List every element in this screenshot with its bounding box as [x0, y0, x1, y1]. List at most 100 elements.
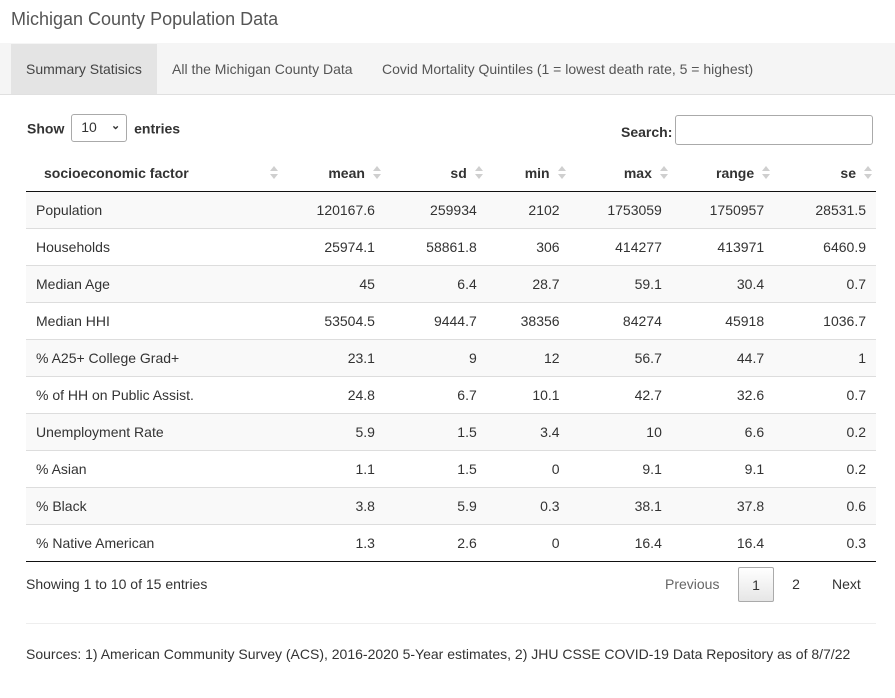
tab-covid-mortality-quintiles[interactable]: Covid Mortality Quintiles (1 = lowest de… [382, 61, 754, 77]
tab-bar: Summary Statisics All the Michigan Count… [0, 43, 895, 95]
value-cell: 16.4 [671, 524, 775, 562]
value-cell: 59.1 [569, 265, 672, 303]
sort-icon [270, 166, 279, 180]
row-label-cell: Households [26, 228, 283, 266]
column-header-mean[interactable]: mean [282, 154, 385, 192]
value-cell: 38356 [486, 302, 570, 340]
column-header-range[interactable]: range [671, 154, 775, 192]
value-cell: 259934 [384, 191, 487, 229]
value-cell: 120167.6 [282, 191, 385, 229]
value-cell: 1753059 [569, 191, 672, 229]
value-cell: 5.9 [384, 487, 487, 525]
column-header-label: se [840, 164, 856, 181]
value-cell: 10.1 [486, 376, 570, 414]
row-label-cell: % Asian [26, 450, 283, 488]
value-cell: 9444.7 [384, 302, 487, 340]
table-header-row: socioeconomic factor mean sd min max ran… [26, 154, 876, 192]
value-cell: 23.1 [282, 339, 385, 377]
column-header-sd[interactable]: sd [384, 154, 487, 192]
next-button[interactable]: Next [832, 576, 861, 592]
column-header-max[interactable]: max [569, 154, 672, 192]
value-cell: 6460.9 [774, 228, 876, 266]
table-row: Median Age 45 6.4 28.7 59.1 30.4 0.7 [26, 265, 876, 303]
value-cell: 10 [569, 413, 672, 451]
value-cell: 0 [486, 524, 570, 562]
sort-icon [762, 166, 771, 180]
page-2-button[interactable]: 2 [792, 576, 800, 592]
value-cell: 9 [384, 339, 487, 377]
value-cell: 2102 [486, 191, 570, 229]
table-row: % Native American 1.3 2.6 0 16.4 16.4 0.3 [26, 524, 876, 562]
column-header-min[interactable]: min [486, 154, 570, 192]
value-cell: 12 [486, 339, 570, 377]
value-cell: 37.8 [671, 487, 775, 525]
row-label-cell: Unemployment Rate [26, 413, 283, 451]
column-header-label: range [716, 164, 755, 181]
value-cell: 45918 [671, 302, 775, 340]
entries-label: entries [134, 120, 181, 137]
value-cell: 9.1 [569, 450, 672, 488]
column-header-label: mean [328, 164, 365, 181]
tab-summary-statistics[interactable]: Summary Statisics [11, 44, 157, 94]
value-cell: 6.7 [384, 376, 487, 414]
value-cell: 9.1 [671, 450, 775, 488]
value-cell: 84274 [569, 302, 672, 340]
page-title: Michigan County Population Data [11, 9, 279, 29]
value-cell: 1.1 [282, 450, 385, 488]
value-cell: 1.3 [282, 524, 385, 562]
summary-table: socioeconomic factor mean sd min max ran… [26, 154, 876, 562]
value-cell: 58861.8 [384, 228, 487, 266]
table-row: Median HHI 53504.5 9444.7 38356 84274 45918 10… [26, 302, 876, 340]
value-cell: 56.7 [569, 339, 672, 377]
value-cell: 45 [282, 265, 385, 303]
value-cell: 0.3 [486, 487, 570, 525]
row-label-cell: % A25+ College Grad+ [26, 339, 283, 377]
value-cell: 1.5 [384, 450, 487, 488]
entries-select[interactable]: 10 ⌄ [71, 114, 128, 142]
sort-icon [864, 166, 872, 180]
value-cell: 28.7 [486, 265, 570, 303]
value-cell: 42.7 [569, 376, 672, 414]
row-label-cell: Population [26, 191, 283, 229]
value-cell: 30.4 [671, 265, 775, 303]
value-cell: 25974.1 [282, 228, 385, 266]
column-header-label: min [524, 164, 550, 181]
table-info: Showing 1 to 10 of 15 entries [26, 576, 208, 592]
previous-button[interactable]: Previous [665, 576, 720, 592]
sort-icon [474, 166, 483, 180]
search-label: Search: [621, 124, 673, 140]
table-row: % of HH on Public Assist. 24.8 6.7 10.1 42.7… [26, 376, 876, 414]
tab-all-county-data[interactable]: All the Michigan County Data [172, 61, 353, 77]
column-header-se[interactable]: se [774, 154, 876, 192]
row-label-cell: % Black [26, 487, 283, 525]
value-cell: 44.7 [671, 339, 775, 377]
value-cell: 414277 [569, 228, 672, 266]
value-cell: 0.3 [774, 524, 876, 562]
column-header-factor[interactable]: socioeconomic factor [26, 154, 283, 192]
value-cell: 6.4 [384, 265, 487, 303]
column-header-label: socioeconomic factor [44, 164, 189, 181]
value-cell: 0.7 [774, 376, 876, 414]
value-cell: 1.5 [384, 413, 487, 451]
column-header-label: sd [450, 164, 467, 181]
value-cell: 16.4 [569, 524, 672, 562]
value-cell: 0.2 [774, 450, 876, 488]
value-cell: 38.1 [569, 487, 672, 525]
value-cell: 0 [486, 450, 570, 488]
value-cell: 6.6 [671, 413, 775, 451]
row-label-cell: % Native American [26, 524, 283, 562]
search-input[interactable] [675, 115, 873, 145]
divider [26, 623, 876, 624]
value-cell: 53504.5 [282, 302, 385, 340]
value-cell: 28531.5 [774, 191, 876, 229]
entries-select-value: 10 [81, 119, 97, 135]
sources-note: Sources: 1) American Community Survey (A… [26, 646, 851, 662]
table-row: Population 120167.6 259934 2102 1753059 17509… [26, 191, 876, 229]
value-cell: 32.6 [671, 376, 775, 414]
value-cell: 5.9 [282, 413, 385, 451]
page-1-button[interactable]: 1 [738, 567, 774, 602]
sort-icon [659, 166, 668, 180]
table-row: % Asian 1.1 1.5 0 9.1 9.1 0.2 [26, 450, 876, 488]
table-row: % Black 3.8 5.9 0.3 38.1 37.8 0.6 [26, 487, 876, 525]
value-cell: 1750957 [671, 191, 775, 229]
